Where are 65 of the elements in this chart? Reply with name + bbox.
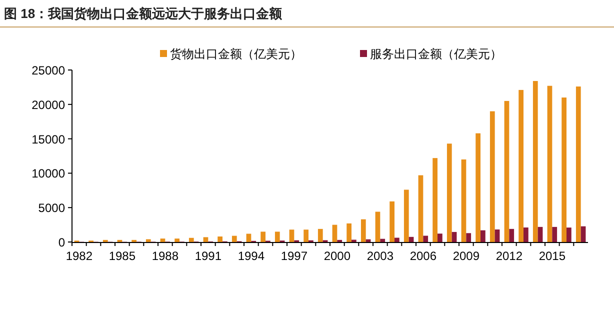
bar [432,158,438,242]
bar [274,232,280,242]
bar [494,229,500,242]
bar [260,232,266,242]
bar [504,100,510,242]
bar [246,234,252,242]
bar [394,238,400,242]
bar [232,236,237,242]
bar [404,190,409,242]
x-tick-label: 1991 [194,249,222,263]
bar [174,238,180,242]
y-tick-label: 5000 [38,201,66,216]
bar [304,230,308,242]
bar [576,86,581,242]
bar [566,228,572,242]
y-tick-label: 10000 [32,166,66,181]
bar [289,230,294,242]
y-tick-label: 0 [58,236,66,250]
bar [509,228,514,242]
bar [423,236,428,242]
bar [318,228,323,242]
bar [188,238,194,242]
bar [346,223,352,242]
x-tick-label: 1982 [66,249,93,263]
x-tick-label: 2009 [452,249,480,263]
bar [146,239,151,242]
bar [532,81,538,242]
x-tick-label: 2012 [496,249,523,263]
x-tick-label: 1988 [152,249,179,263]
x-tick-label: 1997 [280,249,308,263]
x-tick-label: 1985 [108,249,136,263]
bar [461,159,466,242]
chart-title: 图 18：我国货物出口金额远远大于服务出口金额 [4,6,284,21]
bar [480,230,486,242]
bar [218,236,222,242]
bar [562,98,566,242]
bar [408,236,414,242]
y-tick-label: 25000 [32,64,66,78]
bar [375,212,380,242]
bar [490,111,495,242]
x-tick-label: 1994 [238,249,265,263]
x-tick-label: 2000 [324,249,351,263]
bar [160,238,166,242]
bar [452,232,457,242]
bar [332,224,338,242]
bar [438,234,442,242]
bar [380,238,386,242]
bar [524,227,528,242]
bar [446,144,452,242]
y-tick-label: 15000 [32,132,66,146]
bar [390,201,394,242]
bar [203,237,208,242]
bar [476,133,480,242]
bar [518,90,524,242]
bar [580,226,586,242]
y-tick-label: 20000 [32,98,66,112]
bar [360,219,366,242]
x-tick-label: 2003 [366,249,394,263]
bar [466,233,472,242]
bar [547,86,552,242]
bar [538,226,543,242]
bar [418,175,424,242]
x-tick-label: 2006 [410,249,437,263]
bar [552,226,558,242]
x-tick-label: 2015 [538,249,566,263]
